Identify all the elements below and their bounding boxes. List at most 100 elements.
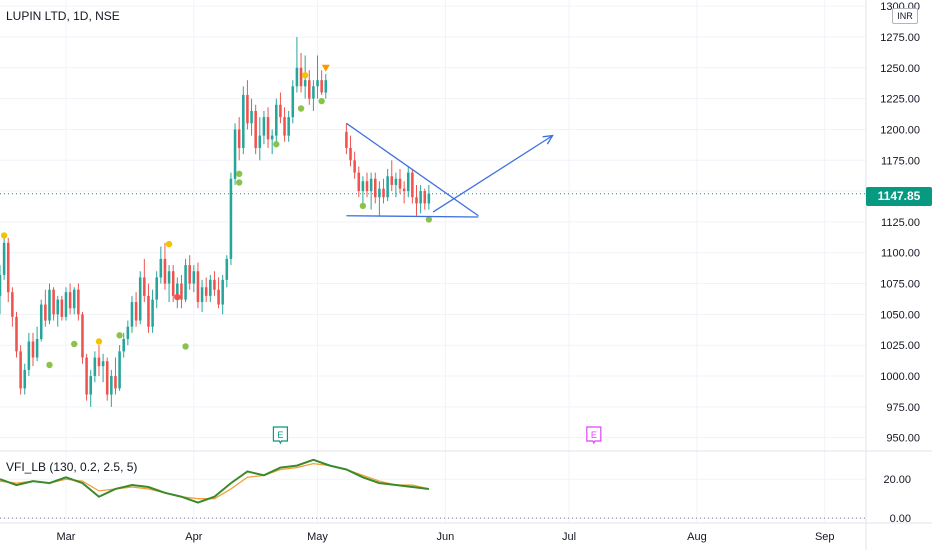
indicator-label[interactable]: VFI_LB (130, 0.2, 2.5, 5) [6, 460, 138, 474]
signal-dot [116, 332, 123, 339]
price-axis-label: 1175.00 [881, 155, 920, 167]
vfi-line [0, 458, 429, 504]
candle-body [250, 110, 253, 124]
candle-body [72, 289, 76, 309]
candle-body [221, 279, 224, 305]
candle [295, 36, 299, 93]
candle-body [308, 80, 311, 99]
price-axis-label: 1275.00 [880, 32, 920, 44]
candle-body [204, 287, 208, 296]
candle-body [254, 110, 257, 148]
candle-body [176, 283, 179, 296]
candle [369, 172, 373, 210]
candle [345, 123, 348, 155]
candle [105, 357, 109, 401]
candle-body [188, 265, 191, 284]
earnings-marker-label: E [277, 430, 283, 440]
candle [237, 117, 241, 161]
candle [180, 274, 183, 309]
candle-body [398, 178, 402, 189]
candle [419, 184, 422, 214]
candle-body [353, 160, 356, 173]
candle [48, 283, 51, 325]
candle-body [242, 94, 245, 148]
candle-body [44, 304, 47, 321]
candle [97, 345, 101, 377]
candle-body [200, 287, 204, 303]
indicator-axis-label: 0.00 [890, 513, 911, 525]
candle [23, 363, 27, 395]
candle [159, 246, 163, 284]
price-axis-label: 975.00 [886, 402, 920, 414]
candle-body [275, 104, 278, 136]
candle-body [155, 277, 158, 300]
candle-body [382, 188, 385, 198]
candle [225, 255, 229, 288]
candle [217, 277, 220, 309]
candle [35, 326, 39, 362]
currency-badge[interactable]: INR [892, 8, 918, 24]
candle [39, 299, 43, 342]
signal-dot [71, 340, 78, 348]
candle [291, 80, 295, 124]
candle [316, 55, 319, 99]
signal-dot [425, 216, 433, 223]
candle-body [2, 242, 6, 275]
signal-dot [174, 293, 181, 301]
candle-body [411, 172, 414, 198]
candle [312, 80, 315, 111]
candle [151, 289, 154, 333]
signal-dot [301, 72, 309, 79]
signal-dot [235, 170, 243, 178]
candle [229, 172, 233, 266]
candle-body [349, 147, 352, 161]
candle [52, 287, 55, 321]
candle-body [167, 271, 171, 284]
candle [130, 295, 134, 333]
candle [361, 176, 365, 206]
candle [209, 274, 212, 303]
price-axis-label: 1075.00 [880, 279, 920, 291]
candle-body [287, 117, 290, 136]
candle-body [283, 117, 286, 136]
candle-body [270, 135, 274, 140]
indicator-axis-label: 20.00 [883, 474, 911, 486]
candle-body [361, 181, 365, 192]
candle-body [209, 279, 212, 296]
candle [398, 168, 402, 194]
candle-body [6, 242, 10, 293]
candle-body [312, 86, 315, 99]
candle-body [159, 258, 163, 278]
price-axis-label: 1200.00 [880, 124, 920, 136]
candle-body [295, 67, 299, 87]
price-axis-label: 1125.00 [881, 217, 920, 229]
signal-dot [46, 361, 53, 369]
candle-body [320, 80, 323, 93]
candle-body [118, 351, 121, 389]
signal-triangle [321, 64, 330, 72]
candle-body [11, 292, 14, 317]
candle [250, 98, 253, 136]
candle-body [81, 314, 84, 358]
candle-body [225, 258, 229, 280]
earnings-marker-label: E [591, 430, 597, 440]
candle-body [357, 172, 361, 192]
candle-body [365, 181, 369, 192]
candle-body [373, 178, 377, 198]
time-axis-label: Sep [815, 531, 835, 543]
candle [192, 265, 196, 293]
candle-body [130, 302, 134, 327]
candle [122, 332, 125, 358]
candle [176, 277, 179, 309]
candle-body [419, 191, 422, 204]
candle-body [394, 178, 398, 185]
candle-body [163, 258, 167, 284]
candle-body [39, 304, 43, 340]
symbol-title[interactable]: LUPIN LTD, 1D, NSE [6, 9, 120, 23]
candle-body [237, 129, 241, 148]
trendline [346, 122, 479, 217]
candle [373, 172, 377, 204]
candle-body [85, 357, 88, 395]
candle-body [266, 117, 270, 140]
